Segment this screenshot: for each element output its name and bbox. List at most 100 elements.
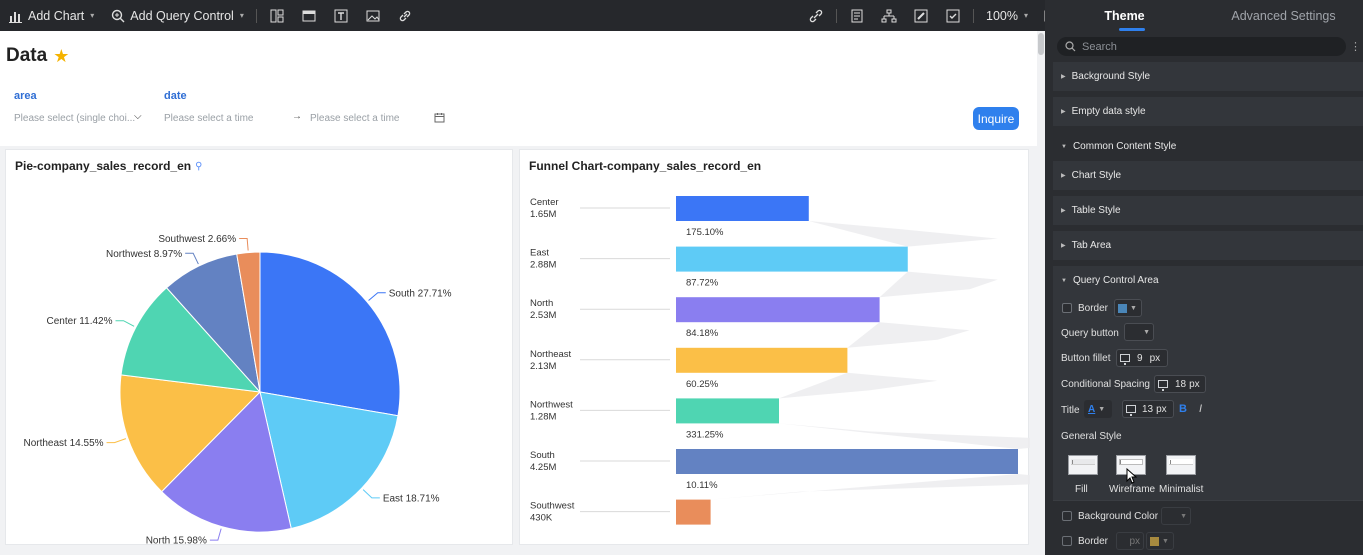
image-button[interactable] xyxy=(357,0,389,31)
section-label: Tab Area xyxy=(1071,240,1112,251)
funnel-bar-southwest[interactable] xyxy=(676,499,711,525)
chevron-down-icon: ⌵ xyxy=(134,111,142,122)
title-label: Title xyxy=(1061,405,1080,416)
query-control-options xyxy=(1053,295,1363,500)
pie-chart: South 27.71% East 18.71% North 15.98% North… xyxy=(23,234,451,546)
section-tab-area[interactable]: ▶ Tab Area xyxy=(1053,231,1363,260)
text-button[interactable] xyxy=(325,0,357,31)
scroll-thumb[interactable] xyxy=(1038,33,1044,55)
canvas-scrollbar[interactable] xyxy=(1037,31,1045,555)
section-table-style[interactable]: ▶ Table Style xyxy=(1053,196,1363,225)
style-minimalist-label[interactable]: Minimalist xyxy=(1159,484,1204,495)
conditional-spacing-input[interactable]: 18 px xyxy=(1154,375,1206,393)
pie-chart-card: Pie-company_sales_record_en ⚲ South 27.7… xyxy=(5,149,513,546)
org-button[interactable] xyxy=(873,0,905,31)
title-font-color-picker[interactable]: A ▼ xyxy=(1084,400,1112,418)
mouse-cursor-icon xyxy=(1126,467,1138,487)
star-icon[interactable]: ★ xyxy=(53,45,70,66)
area-select[interactable]: Please select (single choi... xyxy=(14,113,144,124)
pie-chart-title: Pie-company_sales_record_en ⚲ xyxy=(15,159,202,173)
link-button[interactable] xyxy=(389,0,421,31)
border-label: Border xyxy=(1078,303,1109,314)
funnel-conversion-label: 84.18% xyxy=(686,328,719,339)
border-checkbox[interactable] xyxy=(1062,303,1072,313)
border-color-picker[interactable]: ▼ xyxy=(1114,299,1142,317)
active-tab-indicator xyxy=(1119,28,1145,31)
inquire-button[interactable]: Inquire xyxy=(973,107,1019,130)
linkage-button[interactable] xyxy=(800,0,832,31)
pie-slice-south[interactable] xyxy=(259,251,401,417)
funnel-bar-northeast[interactable] xyxy=(676,347,848,373)
style-fill-label[interactable]: Fill xyxy=(1075,484,1088,495)
funnel-bar-east[interactable] xyxy=(676,246,908,272)
toolbar-divider xyxy=(836,8,837,23)
bold-button[interactable]: B xyxy=(1179,403,1187,415)
layout-button[interactable] xyxy=(261,0,293,31)
funnel-bar-south[interactable] xyxy=(676,449,1018,474)
zoom-select[interactable]: 100% ▾ xyxy=(978,0,1036,31)
funnel-conversion-label: 87.72% xyxy=(686,278,719,289)
funnel-value-label: 2.53M xyxy=(530,310,556,321)
font-color-icon: A xyxy=(1088,403,1096,415)
pie-label-line xyxy=(209,528,222,541)
image-icon xyxy=(365,8,381,24)
style-minimalist-thumb[interactable] xyxy=(1166,455,1196,475)
section-query-control-area[interactable]: ▼ Query Control Area xyxy=(1053,266,1363,295)
funnel-category-label: Northeast xyxy=(530,349,572,360)
date-end-input[interactable]: Please select a time xyxy=(310,113,420,124)
italic-button[interactable]: I xyxy=(1199,403,1203,415)
section-empty-data-style[interactable]: ▶ Empty data style xyxy=(1053,97,1363,126)
section-label: Common Content Style xyxy=(1072,141,1177,152)
pie-slice-center[interactable] xyxy=(120,287,262,393)
caret-right-icon: ▶ xyxy=(1061,173,1066,179)
panel-search-input[interactable]: Search xyxy=(1057,37,1346,56)
tab-button[interactable] xyxy=(293,0,325,31)
funnel-conversion-label: 10.11% xyxy=(686,480,718,491)
query-button-select[interactable]: ▼ xyxy=(1124,323,1154,341)
funnel-bar-north[interactable] xyxy=(676,297,880,323)
more-icon[interactable]: ⋮ xyxy=(1350,41,1361,53)
tab-theme[interactable]: Theme xyxy=(1104,8,1145,23)
section-chart-style[interactable]: ▶ Chart Style xyxy=(1053,161,1363,190)
pie-slice-northeast[interactable] xyxy=(119,374,262,493)
add-query-control-button[interactable]: Add Query Control ▾ xyxy=(102,0,252,31)
tab-icon xyxy=(301,8,317,24)
border2-color-picker[interactable]: ▼ xyxy=(1146,532,1174,550)
calendar-icon[interactable] xyxy=(434,112,445,126)
style-wireframe-label[interactable]: Wireframe xyxy=(1109,484,1156,495)
background-color-checkbox[interactable] xyxy=(1062,511,1072,521)
date-start-placeholder: Please select a time xyxy=(164,113,254,124)
extra-options xyxy=(1053,500,1363,555)
theme-brush-button[interactable] xyxy=(905,0,937,31)
background-color-picker[interactable]: ▼ xyxy=(1161,507,1191,525)
title-size-input[interactable]: 13 px xyxy=(1122,400,1174,418)
date-start-input[interactable]: Please select a time xyxy=(164,113,284,124)
check-button[interactable] xyxy=(937,0,969,31)
monitor-icon xyxy=(1126,405,1136,416)
pie-slice-northwest[interactable] xyxy=(165,253,261,394)
add-chart-button[interactable]: Add Chart ▾ xyxy=(0,0,102,31)
chevron-down-icon: ▾ xyxy=(1023,11,1028,20)
style-fill-thumb[interactable] xyxy=(1068,455,1098,475)
chevron-down-icon: ▼ xyxy=(1130,304,1137,312)
border2-checkbox[interactable] xyxy=(1062,536,1072,546)
report-button[interactable] xyxy=(841,0,873,31)
pie-label-line xyxy=(368,292,386,301)
section-common-content-style[interactable]: ▼ Common Content Style xyxy=(1053,132,1363,161)
funnel-bar-center[interactable] xyxy=(676,196,809,221)
tab-advanced-settings[interactable]: Advanced Settings xyxy=(1231,8,1336,23)
button-fillet-input[interactable]: 9 px xyxy=(1116,349,1168,367)
funnel-bar-northwest[interactable] xyxy=(676,398,780,424)
chevron-down-icon: ▼ xyxy=(1162,537,1169,545)
theme-brush-icon xyxy=(913,8,929,24)
funnel-category-label: Center xyxy=(530,197,559,208)
funnel-conversion-label: 331.25% xyxy=(686,429,724,440)
search-icon xyxy=(1065,41,1076,52)
monitor-icon xyxy=(1120,354,1130,365)
caret-right-icon: ▶ xyxy=(1061,243,1066,249)
border2-width-input[interactable]: px xyxy=(1116,532,1144,550)
pie-slice-southwest[interactable] xyxy=(236,251,261,393)
section-background-style[interactable]: ▶ Background Style xyxy=(1053,62,1363,91)
pie-slice-east[interactable] xyxy=(259,391,399,530)
pie-slice-north[interactable] xyxy=(160,391,292,533)
